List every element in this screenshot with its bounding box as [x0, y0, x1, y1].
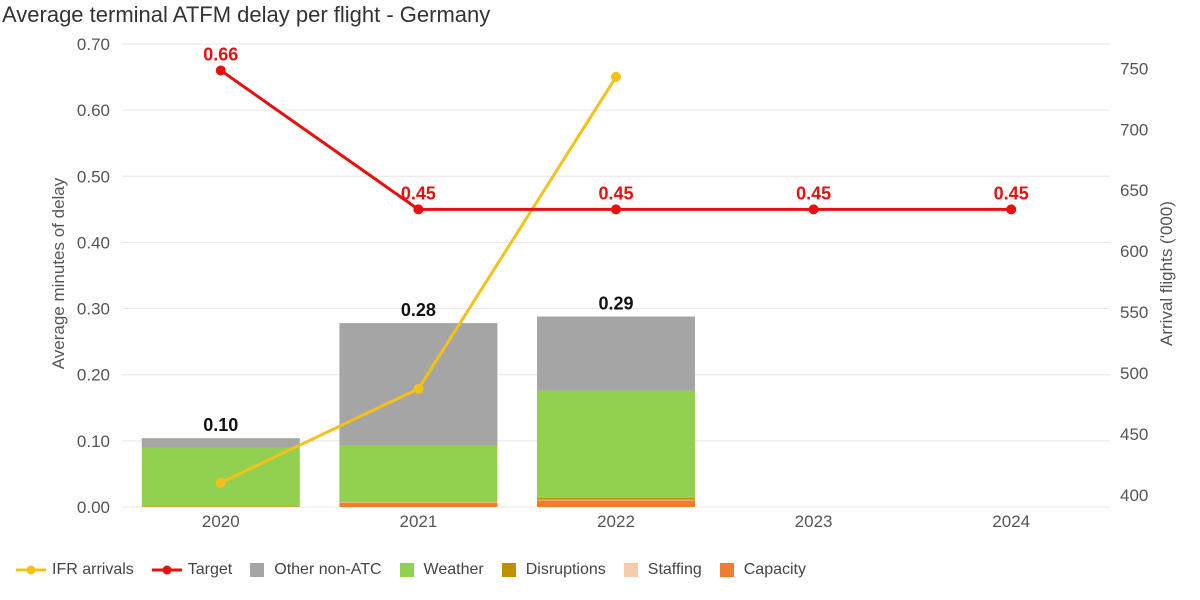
legend-label: Capacity: [743, 561, 806, 578]
bar-segment-weather: [537, 390, 695, 498]
bar-segment-disruptions: [537, 497, 695, 500]
bar-segment-staffing: [537, 499, 695, 501]
legend-color-swatch: [250, 563, 265, 577]
point-target: [1006, 204, 1017, 215]
point-target: [611, 204, 621, 215]
y-right-tick-label: 450: [1120, 425, 1148, 444]
legend-label: IFR arrivals: [52, 561, 134, 578]
bar-segment-staffing: [339, 502, 498, 504]
y-right-tick-label: 700: [1120, 120, 1148, 139]
y-left-tick-label: 0.40: [77, 233, 110, 252]
data-label-target: 0.45: [401, 183, 436, 203]
bar-segment-weather: [339, 445, 498, 502]
bar-segment-disruptions: [339, 501, 498, 503]
legend-label: Disruptions: [525, 561, 606, 578]
legend-color-swatch: [623, 563, 638, 577]
point-target: [215, 65, 226, 76]
point-ifr-arrivals: [611, 71, 621, 82]
legend-item-staffing[interactable]: Staffing: [623, 561, 702, 579]
y-right-axis-label: Arrival flights ('000): [1157, 201, 1176, 346]
bar-total-label: 0.28: [401, 300, 436, 320]
point-ifr-arrivals: [215, 477, 226, 488]
data-label-target: 0.45: [796, 183, 831, 203]
y-right-tick-label: 400: [1120, 486, 1148, 505]
y-left-tick-label: 0.00: [77, 498, 110, 517]
data-label-target: 0.45: [994, 183, 1029, 203]
point-target: [413, 204, 424, 215]
y-left-tick-label: 0.10: [77, 432, 110, 451]
legend-label: Weather: [423, 561, 484, 578]
x-tick-label: 2024: [992, 512, 1030, 531]
x-tick-label: 2023: [795, 512, 833, 531]
chart-title: Average terminal ATFM delay per flight -…: [2, 2, 491, 27]
y-right-tick-label: 750: [1120, 59, 1148, 78]
legend-color-swatch: [719, 563, 734, 577]
bar-segment-capacity: [339, 503, 498, 507]
bar-segment-capacity: [537, 500, 695, 507]
legend-color-swatch: [399, 563, 414, 577]
y-left-tick-label: 0.70: [77, 35, 110, 54]
y-left-axis-label: Average minutes of delay: [49, 177, 68, 369]
legend-line-swatch: [16, 565, 46, 575]
bar-total-label: 0.10: [203, 415, 238, 435]
legend-label: Other non-ATC: [274, 561, 382, 578]
legend-label: Target: [187, 561, 233, 578]
legend-item-disruptions[interactable]: Disruptions: [501, 561, 606, 579]
legend-label: Staffing: [647, 561, 702, 578]
legend-item-ifr-arrivals[interactable]: IFR arrivals: [16, 561, 134, 579]
legend: IFR arrivals Target Other non-ATC Weathe…: [16, 561, 824, 579]
y-left-tick-label: 0.50: [77, 167, 110, 186]
y-right-tick-label: 650: [1120, 181, 1148, 200]
y-left-tick-label: 0.60: [77, 101, 110, 120]
y-right-tick-label: 550: [1120, 303, 1148, 322]
x-tick-label: 2020: [202, 512, 240, 531]
legend-item-other-non-atc[interactable]: Other non-ATC: [250, 561, 382, 579]
bar-segment-disruptions: [141, 506, 300, 507]
bar-segment-other-non-atc: [537, 316, 695, 391]
y-left-tick-label: 0.30: [77, 300, 110, 319]
bar-segment-other-non-atc: [141, 438, 300, 448]
legend-item-target[interactable]: Target: [151, 561, 233, 579]
x-tick-label: 2021: [399, 512, 437, 531]
x-tick-label: 2022: [597, 512, 635, 531]
data-label-target: 0.66: [203, 44, 238, 64]
y-right-tick-label: 500: [1120, 364, 1148, 383]
y-right-tick-label: 600: [1120, 242, 1148, 261]
legend-line-swatch: [151, 565, 182, 575]
legend-item-capacity[interactable]: Capacity: [719, 561, 806, 579]
legend-color-swatch: [501, 563, 516, 577]
bar-total-label: 0.29: [598, 294, 633, 314]
legend-item-weather[interactable]: Weather: [399, 561, 484, 579]
data-label-target: 0.45: [598, 183, 633, 203]
point-target: [808, 204, 819, 215]
y-left-tick-label: 0.20: [77, 366, 110, 385]
point-ifr-arrivals: [413, 383, 424, 394]
